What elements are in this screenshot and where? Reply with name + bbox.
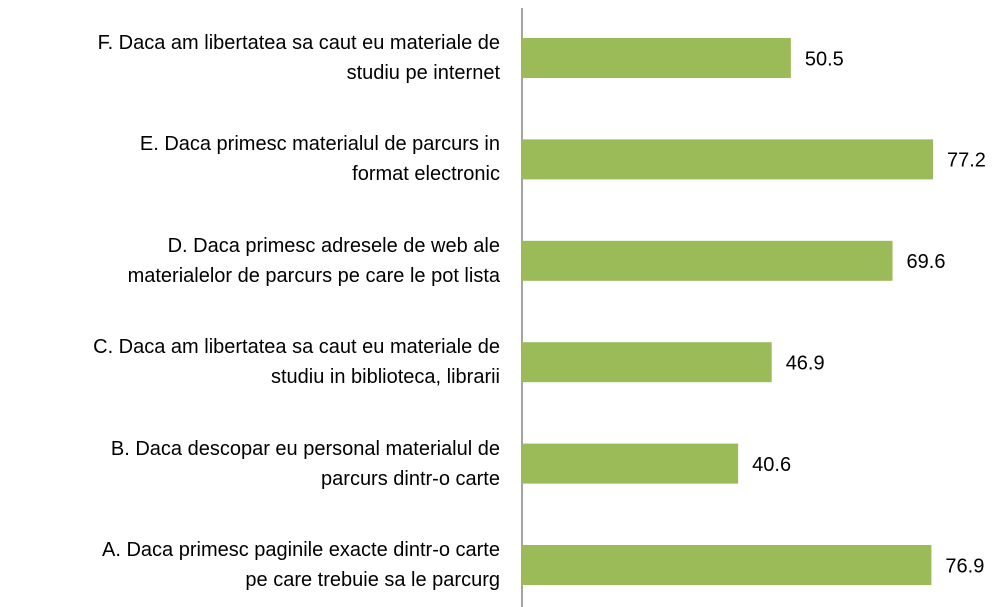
- bar: [522, 240, 893, 281]
- bar: [522, 342, 772, 383]
- category-label: E. Daca primesc materialul de parcurs in…: [139, 133, 500, 186]
- bar: [522, 38, 791, 78]
- category-label: B. Daca descopar eu personal materialul …: [110, 437, 500, 490]
- data-label: 40.6: [752, 454, 791, 476]
- data-label: 50.5: [805, 48, 844, 70]
- bar: [522, 545, 932, 585]
- data-label: 69.6: [907, 251, 946, 273]
- category-label: C. Daca am libertatea sa caut eu materia…: [93, 336, 500, 389]
- data-label: 46.9: [786, 352, 825, 374]
- category-label: A. Daca primesc paginile exacte dintr-o …: [102, 539, 500, 591]
- data-label: 76.9: [945, 555, 984, 577]
- bar: [522, 139, 933, 180]
- data-label: 77.2: [947, 150, 986, 172]
- bar: [522, 443, 739, 484]
- category-label: D. Daca primesc adresele de web ale mate…: [127, 234, 500, 287]
- category-label: F. Daca am libertatea sa caut eu materia…: [97, 32, 500, 84]
